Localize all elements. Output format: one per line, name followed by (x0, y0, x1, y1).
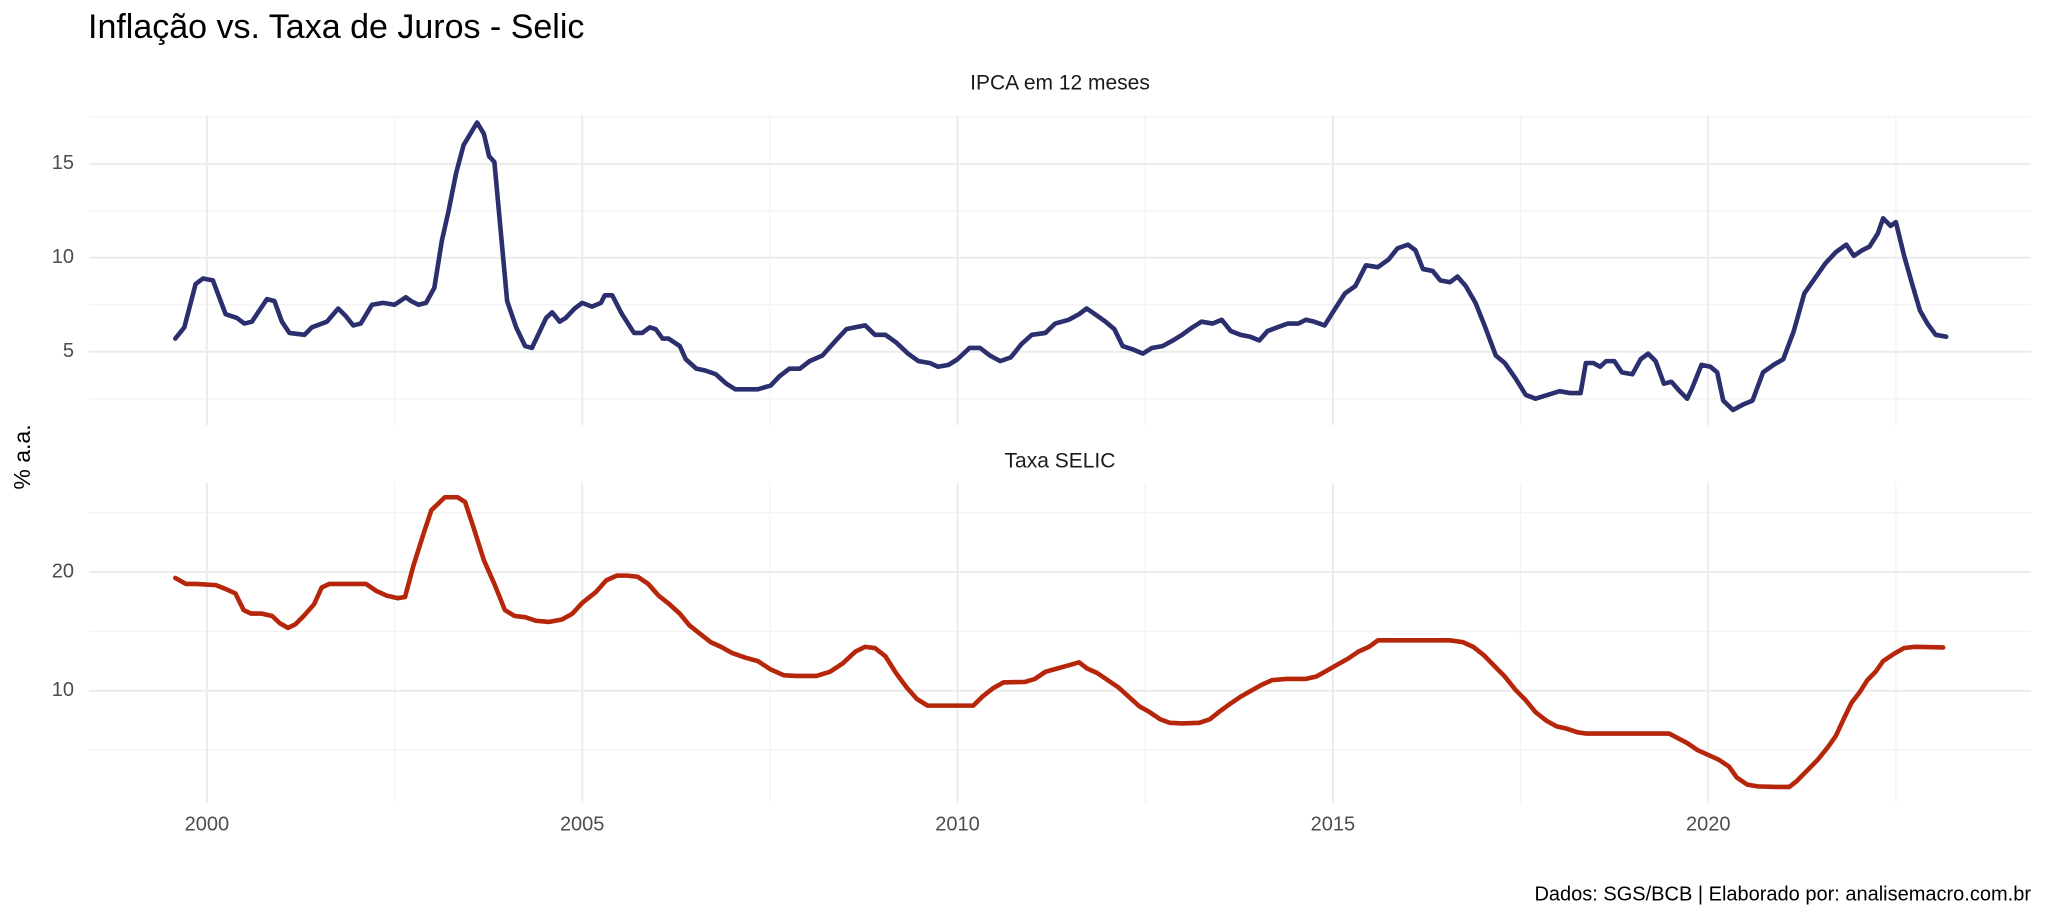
x-tick-label: 2015 (1311, 813, 1356, 835)
caption: Dados: SGS/BCB | Elaborado por: analisem… (1534, 883, 2031, 905)
panel-title: Taxa SELIC (1005, 450, 1116, 473)
x-tick-label: 2005 (560, 813, 605, 835)
x-tick-label: 2020 (1686, 813, 1731, 835)
chart-title: Inflação vs. Taxa de Juros - Selic (88, 8, 584, 46)
y-tick-label: 5 (63, 340, 74, 362)
x-tick-label: 2010 (935, 813, 980, 835)
y-tick-label: 10 (52, 246, 74, 268)
data-line (173, 120, 1949, 413)
panel-title: IPCA em 12 meses (970, 72, 1150, 95)
data-line (173, 494, 1946, 790)
y-tick-label: 20 (52, 560, 74, 582)
y-tick-label: 15 (52, 152, 74, 174)
x-tick-label: 2000 (185, 813, 230, 835)
y-tick-label: 10 (52, 679, 74, 701)
y-axis-label: % a.a. (9, 424, 35, 489)
